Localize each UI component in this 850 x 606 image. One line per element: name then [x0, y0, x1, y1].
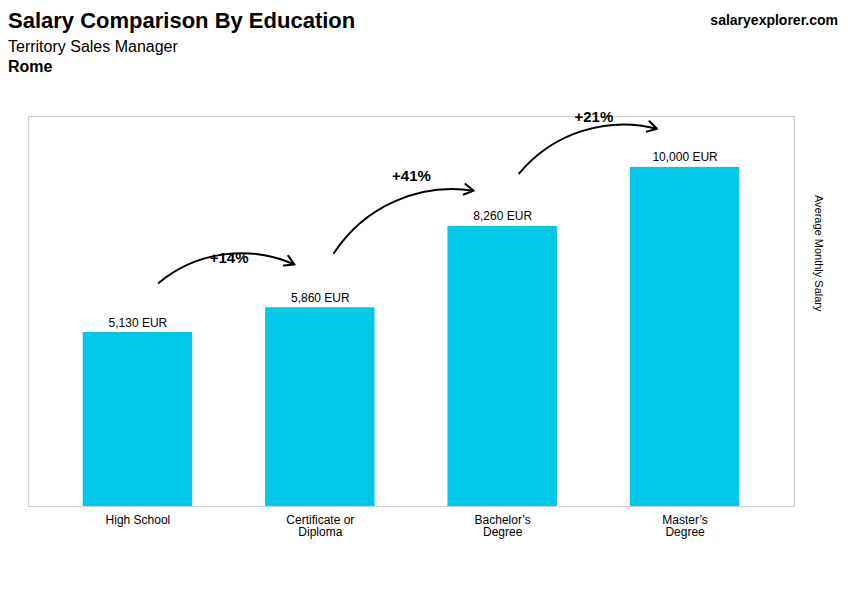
svg-text:+41%: +41% — [392, 167, 431, 184]
svg-text:High School: High School — [106, 513, 171, 527]
svg-text:10,000 EUR: 10,000 EUR — [652, 150, 718, 164]
svg-text:Average Monthly Salary: Average Monthly Salary — [813, 195, 825, 312]
svg-text:+14%: +14% — [210, 249, 249, 266]
html-text:salaryexplorer.com: salaryexplorer.com — [710, 12, 838, 28]
html-text:Rome: Rome — [8, 58, 53, 75]
svg-text:Certificate orDiploma: Certificate orDiploma — [286, 513, 354, 539]
svg-text:8,260 EUR: 8,260 EUR — [473, 209, 532, 223]
html-text:Territory Sales Manager: Territory Sales Manager — [8, 38, 178, 55]
svg-text:+21%: +21% — [574, 108, 613, 125]
svg-text:5,860 EUR: 5,860 EUR — [291, 291, 350, 305]
svg-text:5,130 EUR: 5,130 EUR — [109, 316, 168, 330]
html-text:Salary Comparison By Education: Salary Comparison By Education — [8, 8, 356, 33]
svg-text:Master’sDegree: Master’sDegree — [662, 513, 708, 539]
svg-text:Bachelor’sDegree: Bachelor’sDegree — [475, 513, 531, 539]
